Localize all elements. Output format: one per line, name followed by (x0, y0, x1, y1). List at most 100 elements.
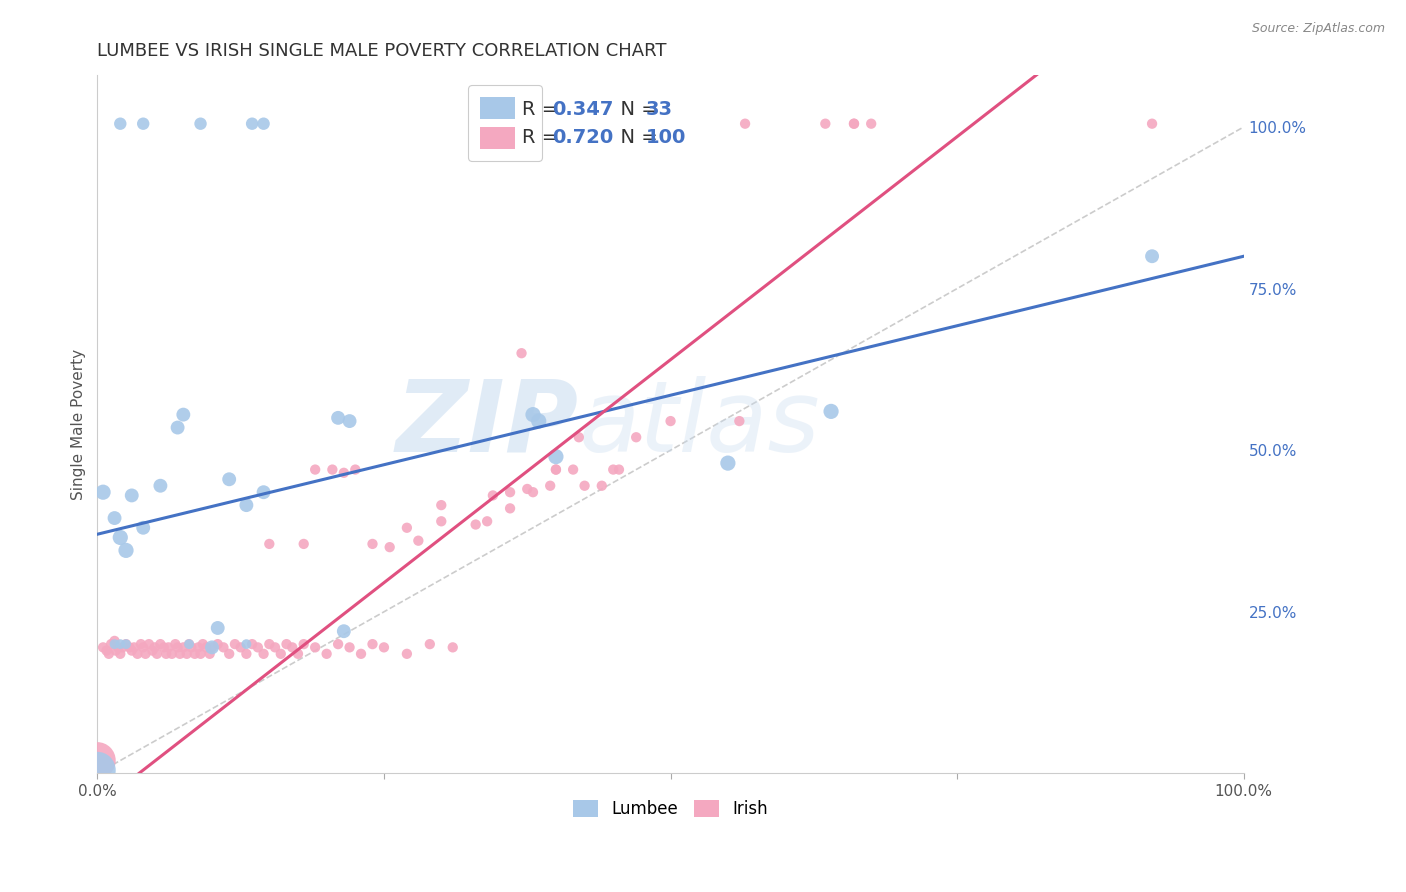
Point (240, 637, 263, 651)
Legend: Lumbee, Irish: Lumbee, Irish (567, 793, 775, 824)
Point (110, 637, 132, 651)
Point (574, 479, 596, 493)
Point (229, 640, 252, 655)
Point (339, 640, 361, 655)
Point (160, 647, 183, 661)
Point (218, 472, 240, 486)
Point (538, 479, 561, 493)
Point (166, 640, 188, 655)
Point (96, 643, 118, 657)
Point (259, 637, 281, 651)
Point (1140, 117, 1163, 131)
Point (115, 637, 138, 651)
Point (100, 637, 122, 651)
Point (430, 498, 453, 512)
Point (591, 479, 613, 493)
Point (264, 640, 287, 655)
Point (143, 640, 166, 655)
Point (132, 640, 155, 655)
Point (155, 647, 177, 661)
Point (153, 640, 176, 655)
Text: 0.347: 0.347 (553, 100, 614, 119)
Point (315, 647, 337, 661)
Point (111, 640, 134, 655)
Point (246, 640, 269, 655)
Point (177, 637, 200, 651)
Point (361, 637, 384, 651)
Point (115, 637, 138, 651)
Point (118, 640, 141, 655)
Point (201, 640, 224, 655)
Point (430, 514, 453, 528)
Point (252, 117, 274, 131)
Point (132, 117, 155, 131)
Point (602, 462, 624, 476)
Point (115, 543, 138, 558)
Point (395, 647, 418, 661)
Text: Source: ZipAtlas.com: Source: ZipAtlas.com (1251, 22, 1385, 36)
Point (138, 637, 160, 651)
Point (734, 117, 756, 131)
Point (129, 637, 152, 651)
Point (860, 117, 883, 131)
Point (187, 640, 209, 655)
Point (190, 117, 212, 131)
Point (207, 637, 229, 651)
Point (544, 462, 567, 476)
Point (252, 485, 274, 500)
Point (157, 640, 180, 655)
Point (499, 485, 522, 500)
Point (122, 640, 145, 655)
Point (842, 117, 865, 131)
Point (169, 647, 191, 661)
Point (235, 647, 257, 661)
Point (176, 647, 198, 661)
Text: 100: 100 (645, 128, 686, 146)
Point (107, 640, 129, 655)
Point (141, 643, 163, 657)
Point (344, 462, 367, 476)
Point (292, 637, 315, 651)
Point (419, 637, 441, 651)
Point (235, 498, 257, 512)
Point (104, 643, 127, 657)
Point (304, 640, 326, 655)
Point (361, 537, 384, 551)
Point (441, 640, 464, 655)
Point (91, 485, 114, 500)
Point (527, 414, 550, 428)
Point (820, 404, 842, 418)
Point (195, 640, 218, 655)
Point (198, 647, 221, 661)
Point (350, 647, 373, 661)
Point (475, 514, 498, 528)
Point (110, 531, 132, 545)
Point (482, 488, 505, 502)
Point (86, 763, 108, 777)
Point (121, 643, 143, 657)
Point (728, 414, 751, 428)
Point (276, 637, 298, 651)
Text: N =: N = (607, 128, 664, 146)
Point (166, 420, 188, 434)
Point (333, 466, 356, 480)
Point (292, 537, 315, 551)
Point (326, 410, 349, 425)
Point (659, 414, 682, 428)
Point (190, 647, 212, 661)
Point (522, 408, 544, 422)
Point (127, 647, 149, 661)
Point (103, 511, 125, 525)
Point (510, 346, 533, 360)
Point (339, 414, 361, 428)
Point (842, 117, 865, 131)
Point (191, 637, 214, 651)
Point (91, 640, 114, 655)
Point (86, 754, 108, 768)
Point (97, 647, 120, 661)
Point (259, 537, 281, 551)
Point (607, 462, 630, 476)
Point (132, 521, 155, 535)
Point (544, 462, 567, 476)
Point (146, 647, 169, 661)
